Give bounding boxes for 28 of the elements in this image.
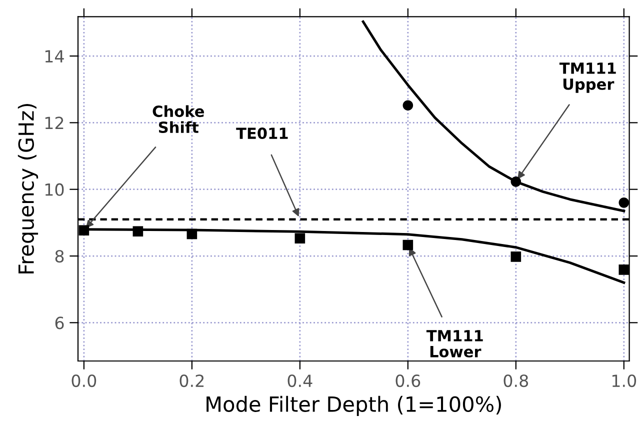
annotation: TM111 Upper xyxy=(559,62,616,93)
x-tick-label: 1.0 xyxy=(612,374,636,388)
x-axis-title: Mode Filter Depth (1=100%) xyxy=(206,396,501,416)
x-tick-label: 0.6 xyxy=(396,374,420,388)
point xyxy=(510,252,522,262)
y-tick-label: 6 xyxy=(55,316,64,330)
point xyxy=(402,100,414,111)
point xyxy=(78,225,90,236)
x-tick-label: 0.4 xyxy=(288,374,312,388)
point xyxy=(132,226,144,236)
x-tick-label: 0.8 xyxy=(504,374,528,388)
point xyxy=(294,233,306,244)
x-tick-label: 0.2 xyxy=(180,374,204,388)
point xyxy=(618,198,630,208)
line-series xyxy=(362,20,626,212)
y-tick-label: 14 xyxy=(45,50,64,62)
y-tick-label: 10 xyxy=(45,183,64,196)
point xyxy=(402,240,414,250)
point xyxy=(186,228,198,240)
y-tick-label: 12 xyxy=(45,116,64,130)
x-tick-label: 0.0 xyxy=(72,374,96,388)
point xyxy=(510,176,522,187)
point xyxy=(618,264,630,275)
annotation: TM111 Lower xyxy=(426,330,483,358)
annotation: TE011 xyxy=(236,128,288,140)
y-tick-label: 8 xyxy=(55,250,64,263)
y-axis-title: Frequency (GHz) xyxy=(18,104,38,274)
annotation: Choke Shift xyxy=(152,105,204,134)
